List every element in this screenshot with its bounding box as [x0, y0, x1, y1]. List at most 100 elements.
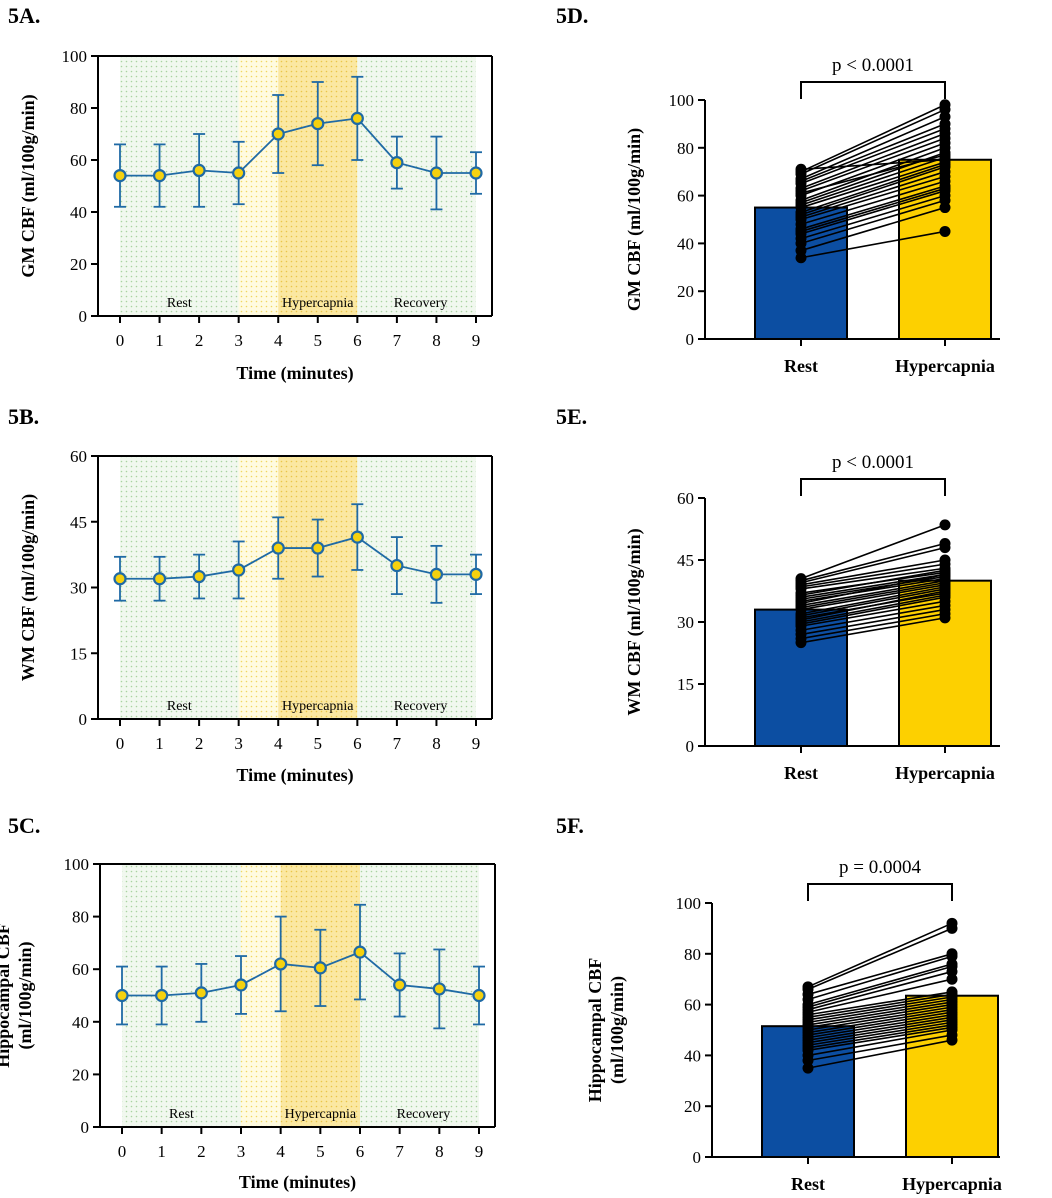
significance-bracket [800, 478, 946, 496]
x-category-label: Hypercapnia [902, 1174, 1002, 1194]
paired-line [800, 230, 946, 259]
hypercapnia-point [946, 986, 958, 998]
paired-line [800, 123, 946, 183]
hypercapnia-point [939, 99, 951, 111]
y-axis-title: GM CBF (ml/100g/min) [18, 94, 39, 277]
data-point [113, 169, 127, 183]
rest-point [795, 187, 807, 199]
paired-line [800, 581, 946, 609]
paired-line [807, 1003, 953, 1029]
paired-line [800, 546, 946, 584]
y-axis-title: Hippocampal CBF [0, 923, 13, 1068]
p-value-label: p = 0.0004 [839, 857, 921, 878]
significance-bracket [800, 81, 946, 99]
series-line [120, 117, 476, 177]
data-point [469, 567, 483, 581]
y-tick-label: 80 [677, 139, 694, 158]
hypercapnia-point [946, 948, 958, 960]
phase-label-rest: Rest [167, 296, 192, 311]
paired-line [800, 108, 946, 175]
paired-line [807, 965, 953, 1008]
paired-line [807, 1034, 953, 1062]
paired-line [800, 175, 946, 221]
paired-line [800, 577, 946, 603]
p-value-label: p < 0.0001 [832, 55, 914, 76]
rest-point [795, 163, 807, 175]
paired-line [800, 154, 946, 194]
y-tick-label: 45 [70, 513, 87, 532]
x-tick-label: 6 [353, 734, 362, 753]
data-point [390, 156, 404, 170]
y-tick-label: 20 [70, 255, 87, 274]
paired-line [800, 584, 946, 611]
paired-line [800, 542, 946, 582]
hypercapnia-region [278, 456, 358, 719]
x-tick-label: 1 [155, 331, 164, 350]
phase-label-rest: Rest [169, 1107, 194, 1122]
x-tick-label: 7 [393, 734, 402, 753]
y-axis-title: (ml/100g/min) [15, 942, 36, 1050]
panel-label: 5E. [556, 404, 587, 429]
paired-line [807, 1016, 953, 1041]
rest-region [120, 456, 239, 719]
phase-label-recovery: Recovery [397, 1107, 451, 1122]
x-tick-label: 2 [195, 331, 204, 350]
x-tick-label: 1 [155, 734, 164, 753]
paired-line [807, 1008, 953, 1034]
line-chart-2: 5C. 0 20 40 60 80 100 Rest Hypercapnia Recovery 0 1… [0, 813, 496, 1193]
paired-line [807, 1019, 953, 1044]
paired-line [800, 608, 946, 636]
x-category-label: Rest [791, 1174, 825, 1194]
x-tick-label: 8 [432, 331, 441, 350]
data-point [192, 163, 206, 177]
paired-line [800, 185, 946, 230]
y-axis-title: WM CBF (ml/100g/min) [624, 528, 645, 715]
paired-line [807, 991, 953, 1016]
paired-line [807, 955, 953, 1001]
x-axis-title: Time (minutes) [236, 765, 353, 786]
hypercapnia-point [939, 537, 951, 549]
data-point [155, 988, 169, 1003]
data-point [432, 982, 446, 996]
x-tick-label: 2 [195, 734, 204, 753]
paired-line [800, 180, 946, 226]
data-point [313, 961, 327, 975]
y-tick-label: 20 [677, 282, 694, 301]
paired-line [800, 579, 946, 607]
paired-line [807, 1039, 953, 1069]
bar-chart-3: 5D. 0 20 40 60 80 100 Rest Hypercapnia GM CBF (ml… [556, 3, 1000, 376]
phase-label-hypercapnia: Hypercapnia [285, 1107, 357, 1122]
y-tick-label: 45 [677, 551, 694, 570]
y-tick-label: 40 [72, 1013, 89, 1032]
hypercapnia-transition-region [241, 864, 281, 1127]
paired-line [807, 993, 953, 1019]
significance-bracket [807, 883, 953, 901]
x-tick-label: 0 [116, 331, 125, 350]
y-tick-label: 100 [669, 91, 695, 110]
paired-line [807, 1013, 953, 1039]
x-tick-label: 9 [472, 734, 481, 753]
paired-line [807, 1001, 953, 1026]
series-line [120, 536, 476, 580]
y-tick-label: 0 [81, 1118, 90, 1137]
paired-line [800, 586, 946, 615]
y-axis-title: (ml/100g/min) [607, 976, 628, 1084]
data-point [429, 166, 444, 180]
x-tick-label: 4 [274, 734, 283, 753]
x-tick-label: 2 [197, 1142, 206, 1161]
phase-label-recovery: Recovery [394, 699, 448, 714]
data-point [311, 116, 325, 131]
data-point [429, 567, 444, 581]
paired-line [800, 594, 946, 623]
x-category-label: Hypercapnia [895, 763, 995, 783]
paired-line [800, 600, 946, 627]
paired-line [800, 588, 946, 617]
x-category-label: Rest [784, 763, 818, 783]
data-point [472, 988, 486, 1003]
rest-point [795, 573, 807, 585]
data-point [194, 986, 208, 1000]
hypercapnia-point [939, 568, 951, 580]
data-point [152, 572, 167, 586]
data-point [353, 945, 367, 959]
